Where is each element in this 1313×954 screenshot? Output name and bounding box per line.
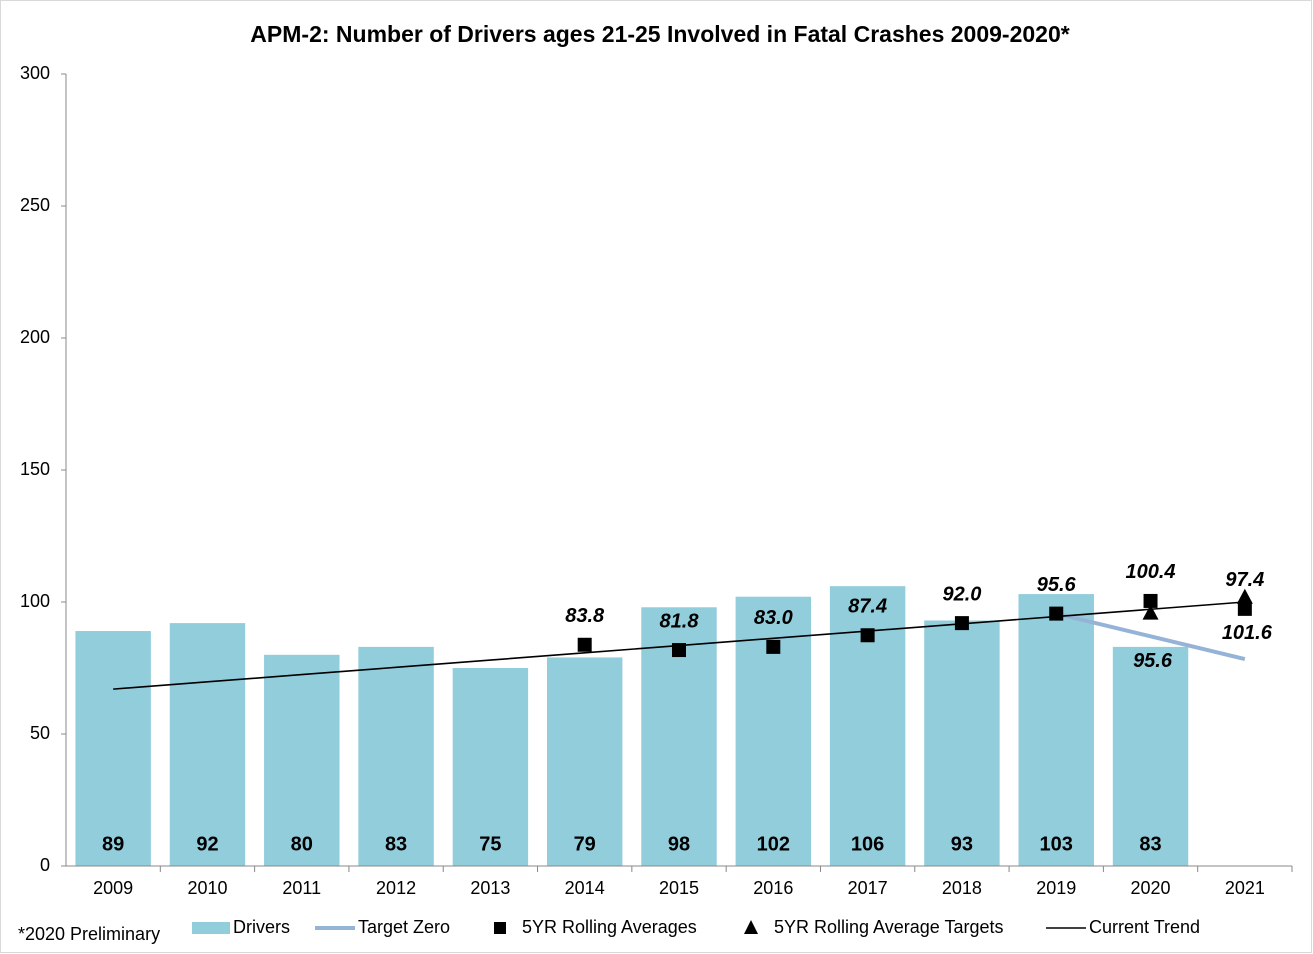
bar-value-label: 98 bbox=[668, 833, 690, 855]
point-label: 83.0 bbox=[754, 607, 793, 629]
legend-label: Target Zero bbox=[358, 917, 450, 937]
bar bbox=[264, 654, 340, 866]
bar-value-label: 103 bbox=[1040, 833, 1073, 855]
square-marker bbox=[577, 637, 592, 652]
bar-value-label: 79 bbox=[574, 833, 596, 855]
bar-value-label: 93 bbox=[951, 833, 973, 855]
point-label: 101.6 bbox=[1222, 622, 1273, 644]
x-tick-label: 2021 bbox=[1225, 878, 1265, 898]
square-marker bbox=[672, 643, 686, 658]
bar bbox=[75, 631, 151, 866]
y-tick-label: 300 bbox=[20, 63, 50, 83]
legend-marker bbox=[494, 922, 506, 934]
bar-value-label: 106 bbox=[851, 833, 884, 855]
legend-label: 5YR Rolling Average Targets bbox=[774, 917, 1003, 937]
bar-value-label: 83 bbox=[1139, 833, 1161, 855]
y-tick-label: 200 bbox=[20, 327, 50, 347]
x-tick-label: 2014 bbox=[565, 878, 605, 898]
bar bbox=[452, 668, 529, 866]
triangle-marker bbox=[1236, 588, 1253, 604]
chart-title: APM-2: Number of Drivers ages 21-25 Invo… bbox=[250, 21, 1069, 47]
y-tick-label: 100 bbox=[20, 591, 50, 611]
x-tick-label: 2016 bbox=[753, 878, 793, 898]
bar bbox=[829, 586, 906, 866]
x-tick-label: 2010 bbox=[187, 878, 227, 898]
y-tick-label: 0 bbox=[40, 855, 50, 875]
x-tick-label: 2017 bbox=[848, 878, 888, 898]
x-tick-label: 2011 bbox=[282, 878, 321, 898]
square-marker bbox=[1143, 593, 1158, 608]
x-tick-label: 2019 bbox=[1036, 878, 1076, 898]
point-label: 87.4 bbox=[848, 596, 887, 618]
x-tick-label: 2013 bbox=[470, 878, 510, 898]
square-marker bbox=[766, 639, 781, 654]
bar bbox=[358, 646, 434, 866]
triangle-marker bbox=[1142, 604, 1159, 620]
legend-label: Current Trend bbox=[1089, 917, 1200, 937]
bar bbox=[169, 623, 246, 866]
x-tick-label: 2012 bbox=[376, 878, 416, 898]
square-marker bbox=[860, 628, 875, 643]
x-tick-label: 2020 bbox=[1131, 878, 1171, 898]
y-tick-label: 150 bbox=[20, 459, 50, 479]
bar bbox=[546, 657, 623, 866]
point-label: 97.4 bbox=[1225, 569, 1264, 591]
legend-label: Drivers bbox=[233, 917, 290, 937]
x-tick-label: 2018 bbox=[942, 878, 982, 898]
bar bbox=[1018, 594, 1094, 866]
bar bbox=[924, 620, 1000, 866]
point-label: 83.8 bbox=[565, 605, 605, 627]
bar-value-label: 80 bbox=[291, 833, 313, 855]
bar bbox=[1112, 646, 1189, 866]
bar bbox=[735, 596, 812, 866]
series-line bbox=[1055, 611, 1246, 661]
y-tick-label: 250 bbox=[20, 195, 50, 215]
point-label: 81.8 bbox=[660, 610, 700, 632]
point-label: 95.6 bbox=[1037, 574, 1077, 596]
square-marker bbox=[1237, 601, 1252, 616]
x-tick-label: 2015 bbox=[659, 878, 699, 898]
square-marker bbox=[954, 616, 969, 631]
bar-value-label: 89 bbox=[102, 833, 124, 855]
point-label: 100.4 bbox=[1126, 561, 1176, 583]
y-tick-label: 50 bbox=[30, 723, 50, 743]
bar-value-label: 75 bbox=[479, 833, 501, 855]
legend-label: 5YR Rolling Averages bbox=[522, 917, 697, 937]
point-label: 92.0 bbox=[942, 583, 981, 605]
legend-marker bbox=[744, 920, 758, 934]
bar-value-label: 83 bbox=[385, 833, 407, 855]
square-marker bbox=[1049, 606, 1064, 621]
point-label: 95.6 bbox=[1133, 650, 1173, 672]
legend-swatch bbox=[192, 922, 230, 934]
footnote: *2020 Preliminary bbox=[18, 924, 160, 944]
x-tick-label: 2009 bbox=[93, 878, 133, 898]
bar-value-label: 92 bbox=[196, 833, 218, 855]
bar-value-label: 102 bbox=[757, 833, 790, 855]
